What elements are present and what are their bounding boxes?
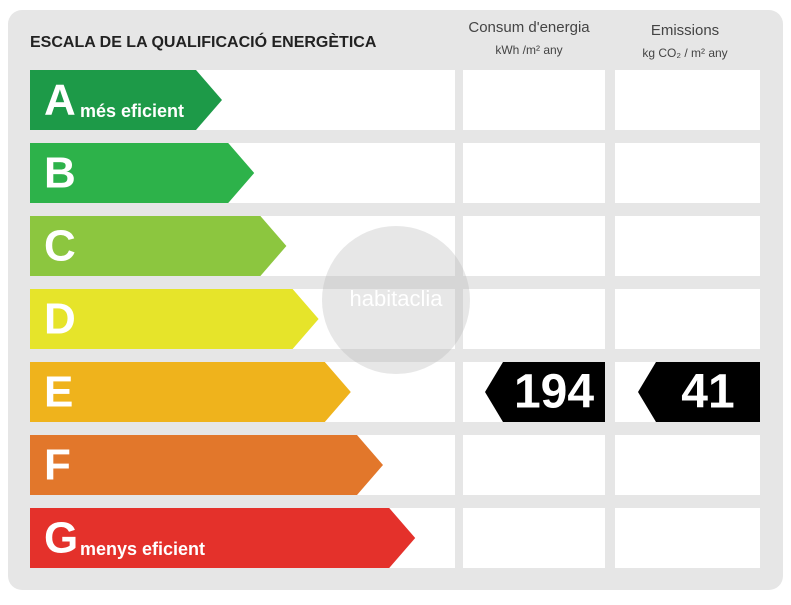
rating-letter: C [44, 222, 76, 271]
rating-letter: F [44, 441, 71, 490]
value-arrow [638, 362, 760, 422]
rating-arrow [30, 289, 319, 349]
value-cell [615, 143, 760, 203]
value-cell [615, 508, 760, 568]
rating-arrow [30, 362, 351, 422]
rating-label: menys eficient [80, 539, 205, 559]
rating-letter: B [44, 149, 76, 198]
value-cell [615, 289, 760, 349]
rating-letter: E [44, 368, 73, 417]
rating-arrow [30, 435, 383, 495]
rating-label: més eficient [80, 101, 184, 121]
rating-arrow [30, 216, 287, 276]
value-cell [615, 435, 760, 495]
value-cell [463, 143, 605, 203]
rating-letter: G [44, 514, 78, 563]
column-title: Consum d'energia [468, 19, 590, 36]
rating-arrow [30, 143, 255, 203]
value-cell [615, 70, 760, 130]
value-arrow [485, 362, 605, 422]
title: ESCALA DE LA QUALIFICACIÓ ENERGÈTICA [30, 32, 377, 51]
watermark-text: habitaclia [350, 286, 444, 311]
watermark-circle [322, 226, 470, 374]
value-cell [463, 435, 605, 495]
value-label: 41 [681, 366, 734, 419]
rating-arrow [30, 508, 416, 568]
watermark: habitaclia [322, 226, 470, 374]
value-cell [463, 508, 605, 568]
column-unit: kWh /m² any [495, 43, 562, 57]
value-cell [463, 216, 605, 276]
value-cell [615, 216, 760, 276]
column-unit: kg CO₂ / m² any [642, 46, 727, 60]
rating-letter: A [44, 76, 76, 125]
value-label: 194 [514, 366, 594, 419]
value-cell [463, 289, 605, 349]
rating-letter: D [44, 295, 76, 344]
value-cell [463, 70, 605, 130]
column-title: Emissions [651, 22, 719, 39]
rating-arrow [30, 70, 222, 130]
